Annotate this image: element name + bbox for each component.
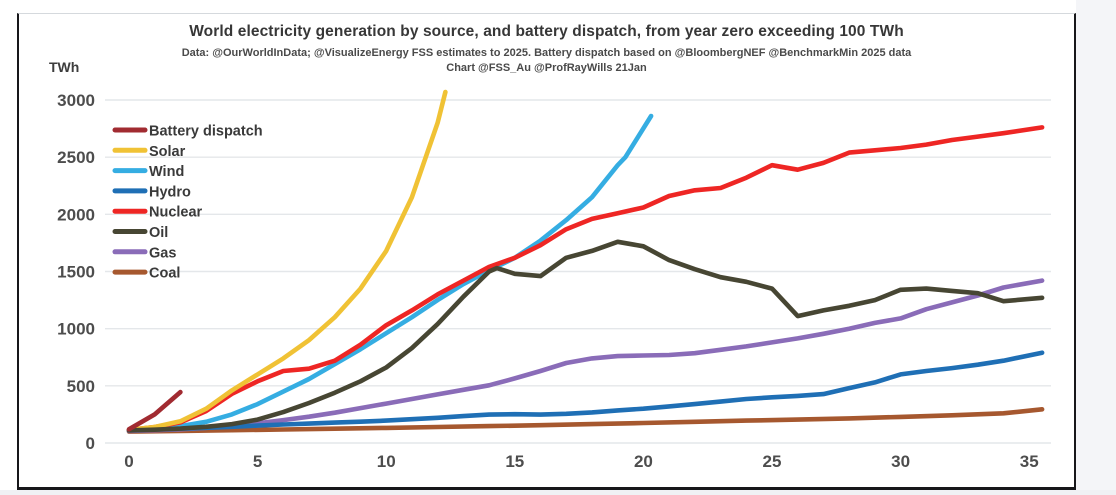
legend-label-nuclear: Nuclear [149, 205, 203, 221]
chart-panel: World electricity generation by source, … [17, 13, 1076, 490]
x-axis-tick-label: 25 [763, 452, 782, 471]
legend-label-hydro: Hydro [149, 184, 191, 200]
x-axis-tick-label: 30 [891, 452, 910, 471]
y-axis-tick-label: 1500 [57, 263, 95, 282]
x-axis-tick-label: 15 [505, 452, 524, 471]
legend-label-battery-dispatch: Battery dispatch [149, 124, 263, 140]
x-axis-tick-label: 35 [1020, 452, 1039, 471]
x-axis-tick-label: 0 [124, 452, 133, 471]
series-line-hydro [126, 350, 1045, 433]
chart-subtitle-author: Chart @FSS_Au @ProfRayWills 21Jan [446, 62, 647, 74]
y-axis-tick-label: 500 [67, 377, 95, 396]
series-line-solar [126, 89, 448, 433]
x-axis-tick-label: 10 [377, 452, 396, 471]
y-axis-tick-label: 2000 [57, 205, 95, 224]
x-axis-tick-label: 20 [634, 452, 653, 471]
legend-label-oil: Oil [149, 225, 168, 241]
series-line-wind [126, 113, 654, 433]
legend-label-gas: Gas [149, 245, 176, 261]
series-line-coal [126, 406, 1045, 434]
chart-subtitle-data-credits: Data: @OurWorldInData; @VisualizeEnergy … [181, 47, 912, 59]
legend-label-coal: Coal [149, 266, 180, 282]
page-gutter-bottom [0, 490, 1116, 495]
series-line-gas [126, 278, 1045, 434]
legend-label-wind: Wind [149, 164, 184, 180]
chart-title: World electricity generation by source, … [189, 23, 904, 40]
y-axis-tick-label: 3000 [57, 91, 95, 110]
y-axis-tick-label: 1000 [57, 320, 95, 339]
chart-canvas: 0 500 1000 1500 2000 2500 3000 TWh 0 5 10 15 20 25 30 3… [49, 59, 1051, 471]
x-axis-tick-label: 5 [253, 452, 262, 471]
series-line-battery-dispatch [126, 389, 183, 432]
series-line-nuclear [126, 125, 1045, 433]
y-axis-tick-label: 2500 [57, 148, 95, 167]
y-axis-tick-label: 0 [86, 434, 95, 453]
y-axis-unit-label: TWh [49, 59, 79, 75]
legend-label-solar: Solar [149, 144, 186, 160]
series-line-oil [126, 239, 1045, 433]
page-gutter-right [1076, 0, 1116, 495]
